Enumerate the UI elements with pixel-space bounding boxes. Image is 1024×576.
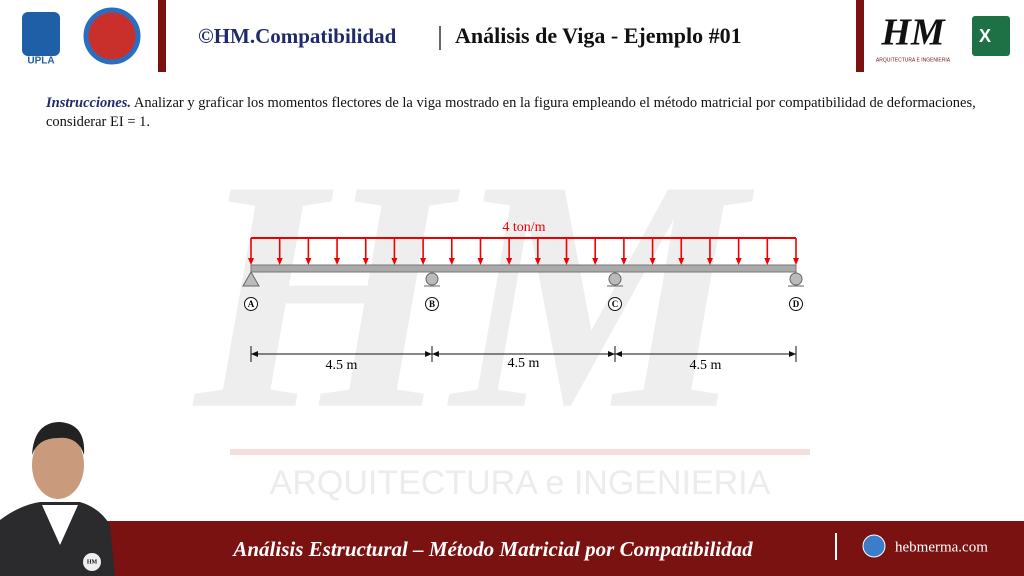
load-arrowhead	[620, 258, 627, 265]
header-bar-right	[856, 0, 864, 72]
presenter-hair	[32, 422, 85, 455]
load-label: 4 ton/m	[502, 220, 545, 235]
roller-support	[425, 272, 439, 286]
load-arrowhead	[276, 258, 283, 265]
presenter-face	[32, 431, 84, 499]
dimension-arrow	[251, 351, 258, 357]
support-label: B	[429, 299, 435, 309]
university-crest	[83, 7, 141, 65]
load-arrowhead	[477, 258, 484, 265]
load-arrowhead	[506, 258, 513, 265]
support-label: C	[612, 299, 619, 309]
load-arrowhead	[764, 258, 771, 265]
support-label-circle	[789, 297, 803, 311]
badge	[83, 553, 101, 571]
pin-support	[242, 270, 260, 287]
beam	[250, 264, 797, 273]
load-arrowhead	[592, 258, 599, 265]
support-label-circle	[244, 297, 258, 311]
upla-logo	[22, 12, 60, 56]
instructions: Instrucciones. Analizar y graficar los m…	[46, 94, 986, 132]
load-arrowhead	[706, 258, 713, 265]
load-arrowhead	[248, 258, 254, 265]
load-arrowhead	[305, 258, 312, 265]
load-arrowhead	[563, 258, 570, 265]
upla-text: UPLA	[27, 56, 54, 67]
dimension-arrow	[425, 351, 432, 357]
load-arrowhead	[534, 258, 541, 265]
web-icon	[862, 534, 886, 558]
excel-icon	[972, 16, 1010, 56]
support-label-circle	[608, 297, 622, 311]
hm-logo: HM	[880, 12, 946, 54]
hm-caption: ARQUITECTURA E INGENIERIA	[876, 57, 951, 63]
dimension-arrow	[615, 351, 622, 357]
roller-support	[608, 272, 622, 286]
load-arrowhead	[334, 258, 341, 265]
dimension-arrow	[789, 351, 796, 357]
badge-text: HM	[87, 559, 98, 565]
instructions-label: Instrucciones.	[46, 95, 132, 111]
instructions-text: Analizar y graficar los momentos flector…	[46, 95, 976, 130]
load-arrowhead	[678, 258, 685, 265]
dimension-arrow	[432, 351, 439, 357]
roller-support	[789, 272, 803, 286]
footer-title: Análisis Estructural – Método Matricial …	[231, 537, 753, 561]
support-label-circle	[425, 297, 439, 311]
load-arrowhead	[649, 258, 656, 265]
watermark-logo: HM	[190, 113, 756, 478]
support-label: D	[793, 299, 800, 309]
presenter-shirt	[42, 505, 78, 545]
span-label: 4.5 m	[326, 358, 358, 373]
header-bar-left	[158, 0, 166, 72]
load-arrowhead	[362, 258, 369, 265]
span-label: 4.5 m	[508, 356, 540, 371]
load-arrowhead	[391, 258, 398, 265]
footer-site: hebmerma.com	[895, 539, 988, 555]
header-title: Análisis de Viga - Ejemplo #01	[455, 23, 742, 48]
beam-diagram: 4 ton/m A B C D 4.5 m 4.5 m 4.5 m	[242, 220, 804, 373]
header-brand: ©HM.Compatibilidad	[198, 24, 397, 48]
load-arrowhead	[448, 258, 455, 265]
watermark-text: ARQUITECTURA e INGENIERIA	[270, 464, 771, 502]
dimension-arrow	[608, 351, 615, 357]
span-label: 4.5 m	[690, 358, 722, 373]
support-label: A	[248, 299, 255, 309]
load-arrowhead	[420, 258, 427, 265]
excel-letter: X	[979, 26, 991, 46]
load-arrowhead	[793, 258, 799, 265]
load-arrowhead	[735, 258, 742, 265]
